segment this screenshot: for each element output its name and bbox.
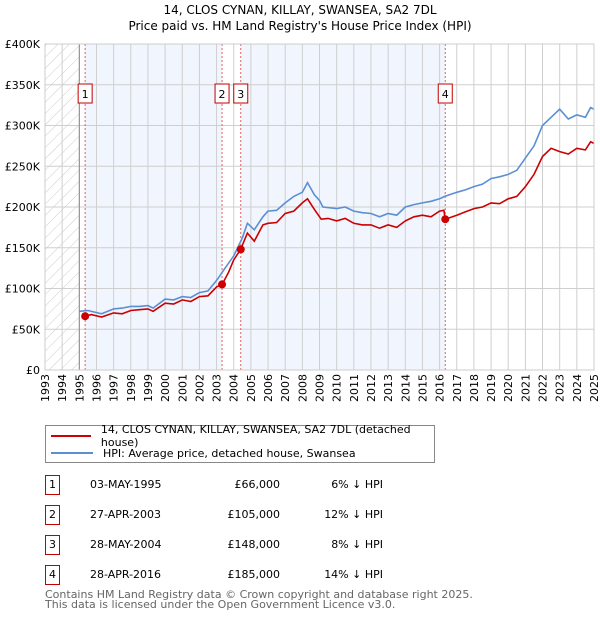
- x-tick-label: 1999: [142, 374, 155, 402]
- sale-hpi-diff: 8% ↓ HPI: [331, 538, 383, 551]
- sale-number-badge: 4: [45, 565, 60, 585]
- legend-item-hpi: HPI: Average price, detached house, Swan…: [46, 445, 356, 461]
- y-tick-label: £350K: [5, 79, 41, 92]
- sale-hpi-diff: 14% ↓ HPI: [324, 568, 383, 581]
- y-tick-label: £100K: [5, 283, 41, 296]
- sale-date: 28-APR-2016: [90, 568, 162, 581]
- x-tick-label: 2004: [228, 374, 241, 402]
- x-tick-label: 2025: [588, 374, 600, 402]
- sale-label-box: [77, 83, 93, 104]
- sale-point: [441, 215, 450, 224]
- red-line-swatch: [51, 435, 91, 437]
- x-tick-label: 1997: [108, 374, 121, 402]
- y-tick-label: £50K: [12, 323, 41, 336]
- sale-label-box: [437, 83, 453, 104]
- y-tick-label: £0: [26, 364, 40, 377]
- blue-line-swatch: [51, 452, 93, 454]
- footer-copyright: Contains HM Land Registry data © Crown c…: [45, 588, 473, 601]
- footer-licence: This data is licensed under the Open Gov…: [45, 598, 396, 611]
- sale-row: 2 27-APR-2003 £105,000 12% ↓ HPI: [45, 505, 445, 525]
- chart-subtitle: Price paid vs. HM Land Registry's House …: [128, 19, 471, 33]
- x-tick-label: 2023: [554, 374, 567, 402]
- sale-price: £66,000: [234, 478, 281, 491]
- x-tick-label: 2015: [416, 374, 429, 402]
- x-tick-label: 2008: [296, 374, 309, 402]
- hpi-series-line: [79, 106, 595, 315]
- x-tick-label: 2002: [193, 374, 206, 402]
- plot-border: [44, 43, 595, 371]
- sale-point: [236, 245, 245, 254]
- x-tick-label: 2014: [399, 374, 412, 402]
- x-tick-label: 2022: [537, 374, 550, 402]
- x-tick-label: 2012: [365, 374, 378, 402]
- sale-date: 28-MAY-2004: [90, 538, 162, 551]
- sale-hpi-diff: 6% ↓ HPI: [331, 478, 383, 491]
- sale-price: £105,000: [227, 508, 281, 521]
- sale-date: 27-APR-2003: [90, 508, 162, 521]
- property-series-line: [84, 140, 595, 318]
- sale-price: £185,000: [227, 568, 281, 581]
- x-tick-label: 2000: [159, 374, 172, 402]
- sale-label-number: 2: [219, 88, 226, 101]
- legend-item-property: 14, CLOS CYNAN, KILLAY, SWANSEA, SA2 7DL…: [46, 423, 434, 449]
- legend-label-hpi: HPI: Average price, detached house, Swan…: [103, 446, 356, 460]
- x-tick-label: 1994: [56, 374, 69, 402]
- sale-row: 4 28-APR-2016 £185,000 14% ↓ HPI: [45, 565, 445, 585]
- sale-number-badge: 1: [45, 475, 60, 495]
- x-tick-label: 2018: [468, 374, 481, 402]
- x-tick-label: 2003: [211, 374, 224, 402]
- x-tick-label: 2010: [331, 374, 344, 402]
- x-tick-label: 2020: [502, 374, 515, 402]
- x-tick-label: 2017: [451, 374, 464, 402]
- legend-label-property: 14, CLOS CYNAN, KILLAY, SWANSEA, SA2 7DL…: [100, 423, 411, 449]
- sale-date: 03-MAY-1995: [90, 478, 162, 491]
- sale-label-number: 3: [237, 88, 244, 101]
- y-tick-label: £200K: [5, 201, 41, 214]
- sale-point: [218, 280, 227, 289]
- x-tick-label: 1998: [125, 374, 138, 402]
- x-tick-label: 1995: [73, 374, 86, 402]
- sale-point: [81, 312, 90, 321]
- x-tick-label: 1996: [90, 374, 103, 402]
- sale-label-box: [214, 83, 230, 104]
- sale-row: 3 28-MAY-2004 £148,000 8% ↓ HPI: [45, 535, 445, 555]
- x-tick-label: 2005: [245, 374, 258, 402]
- sale-label-box: [233, 83, 249, 104]
- chart-title: 14, CLOS CYNAN, KILLAY, SWANSEA, SA2 7DL: [163, 3, 436, 17]
- x-tick-label: 2001: [176, 374, 189, 402]
- sale-label-number: 1: [82, 88, 89, 101]
- footer: Contains HM Land Registry data © Crown c…: [45, 588, 473, 611]
- x-tick-label: 2019: [485, 374, 498, 402]
- x-tick-label: 2011: [348, 374, 361, 402]
- sale-number-badge: 3: [45, 535, 60, 555]
- x-tick-label: 2009: [314, 374, 327, 402]
- sale-hpi-diff: 12% ↓ HPI: [324, 508, 383, 521]
- y-tick-label: £300K: [5, 120, 41, 133]
- sale-label-number: 4: [442, 88, 449, 101]
- x-tick-label: 2007: [279, 374, 292, 402]
- legend: 14, CLOS CYNAN, KILLAY, SWANSEA, SA2 7DL…: [45, 423, 435, 463]
- y-tick-label: £250K: [5, 160, 41, 173]
- x-tick-label: 2024: [571, 374, 584, 402]
- sale-number-badge: 2: [45, 505, 60, 525]
- y-tick-label: £150K: [5, 242, 41, 255]
- sale-row: 1 03-MAY-1995 £66,000 6% ↓ HPI: [45, 475, 445, 495]
- price-chart: 14, CLOS CYNAN, KILLAY, SWANSEA, SA2 7DL…: [5, 3, 600, 402]
- x-tick-label: 2016: [434, 374, 447, 402]
- x-tick-label: 2013: [382, 374, 395, 402]
- x-tick-label: 2006: [262, 374, 275, 402]
- sale-price: £148,000: [227, 538, 281, 551]
- y-tick-label: £400K: [5, 38, 41, 51]
- x-tick-label: 2021: [519, 374, 532, 402]
- x-tick-label: 1993: [39, 374, 52, 402]
